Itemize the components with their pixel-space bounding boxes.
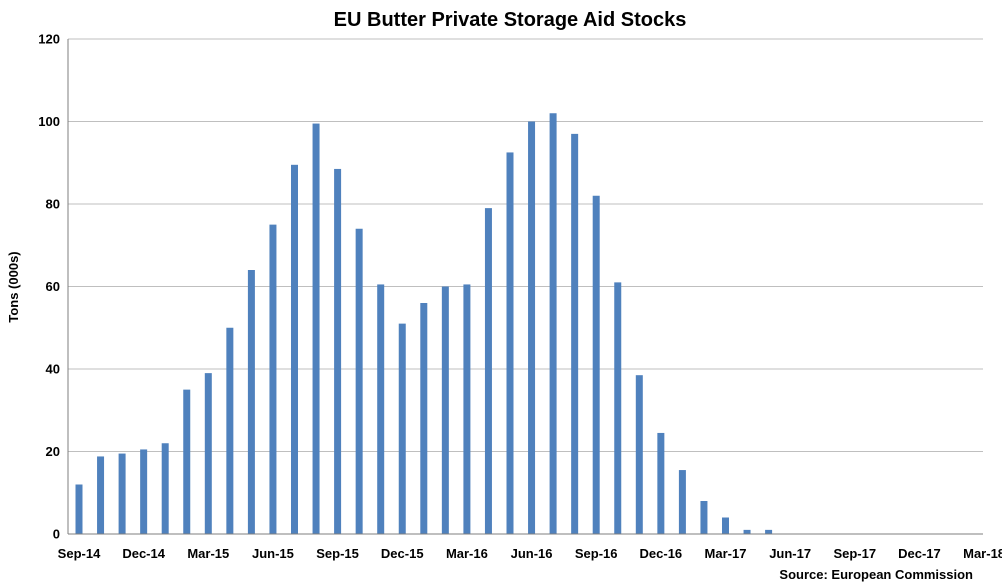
bar-may-16 [506,152,514,534]
bar-jan-16 [420,303,428,534]
x-tick-label: Mar-18 [963,546,1002,561]
bar-jul-15 [291,164,298,534]
x-tick-label: Mar-17 [705,546,747,561]
bar-apr-15 [226,327,234,534]
x-tick-label: Dec-14 [122,546,165,561]
bar-jan-17 [678,470,686,534]
bar-nov-14 [118,453,126,534]
bar-aug-16 [571,133,579,534]
source-note: Source: European Commission [779,567,973,582]
x-tick-label: Jun-16 [511,546,553,561]
y-tick-label: 0 [53,527,60,542]
y-tick-label: 20 [46,444,60,459]
x-tick-label: Sep-14 [58,546,101,561]
bar-apr-17 [743,529,751,534]
bar-sep-15 [334,168,342,534]
bars [75,113,773,534]
bar-aug-15 [312,123,320,534]
gridlines [68,38,983,452]
bar-dec-16 [657,432,665,534]
x-tick-label: Dec-17 [898,546,941,561]
y-tick-label: 60 [46,279,60,294]
bar-apr-16 [484,208,492,534]
bar-oct-15 [355,228,363,534]
bar-jun-16 [528,121,536,534]
x-tick-labels: Sep-14 Dec-14 Mar-15 Jun-15 Sep-15 Dec-15 Mar-… [58,546,1002,561]
x-tick-label: Jun-17 [769,546,811,561]
y-tick-label: 120 [38,32,60,47]
bar-mar-16 [463,284,471,534]
y-tick-labels: 0 20 40 60 80 100 120 [38,32,60,542]
chart-title: EU Butter Private Storage Aid Stocks [334,9,687,31]
x-tick-label: Sep-15 [316,546,359,561]
x-tick-label: Mar-16 [446,546,488,561]
bar-sep-16 [592,195,600,534]
x-tick-label: Sep-17 [833,546,876,561]
x-tick-label: Mar-15 [187,546,229,561]
y-tick-label: 80 [46,197,60,212]
bar-dec-15 [398,323,406,534]
bar-jul-16 [549,113,557,534]
bar-sep-14 [75,484,83,534]
bar-feb-16 [441,286,449,534]
y-tick-label: 40 [46,362,60,377]
bar-dec-14 [140,449,148,534]
y-tick-label: 100 [38,114,60,129]
x-tick-label: Dec-15 [381,546,424,561]
bar-jun-15 [269,224,277,534]
bar-oct-14 [97,456,105,534]
bar-may-15 [247,270,255,534]
bar-mar-15 [204,373,212,534]
x-tick-label: Dec-16 [640,546,683,561]
bar-feb-15 [183,389,191,534]
bar-nov-16 [635,375,643,534]
axes [67,39,983,535]
bar-nov-15 [377,284,385,534]
bar-jan-15 [161,443,169,534]
bar-oct-16 [614,282,622,534]
bar-mar-17 [722,517,729,534]
bar-may-17 [765,529,773,534]
bar-feb-17 [700,501,708,534]
x-tick-label: Jun-15 [252,546,294,561]
x-tick-label: Sep-16 [575,546,618,561]
y-axis-label: Tons (000s) [6,251,21,322]
